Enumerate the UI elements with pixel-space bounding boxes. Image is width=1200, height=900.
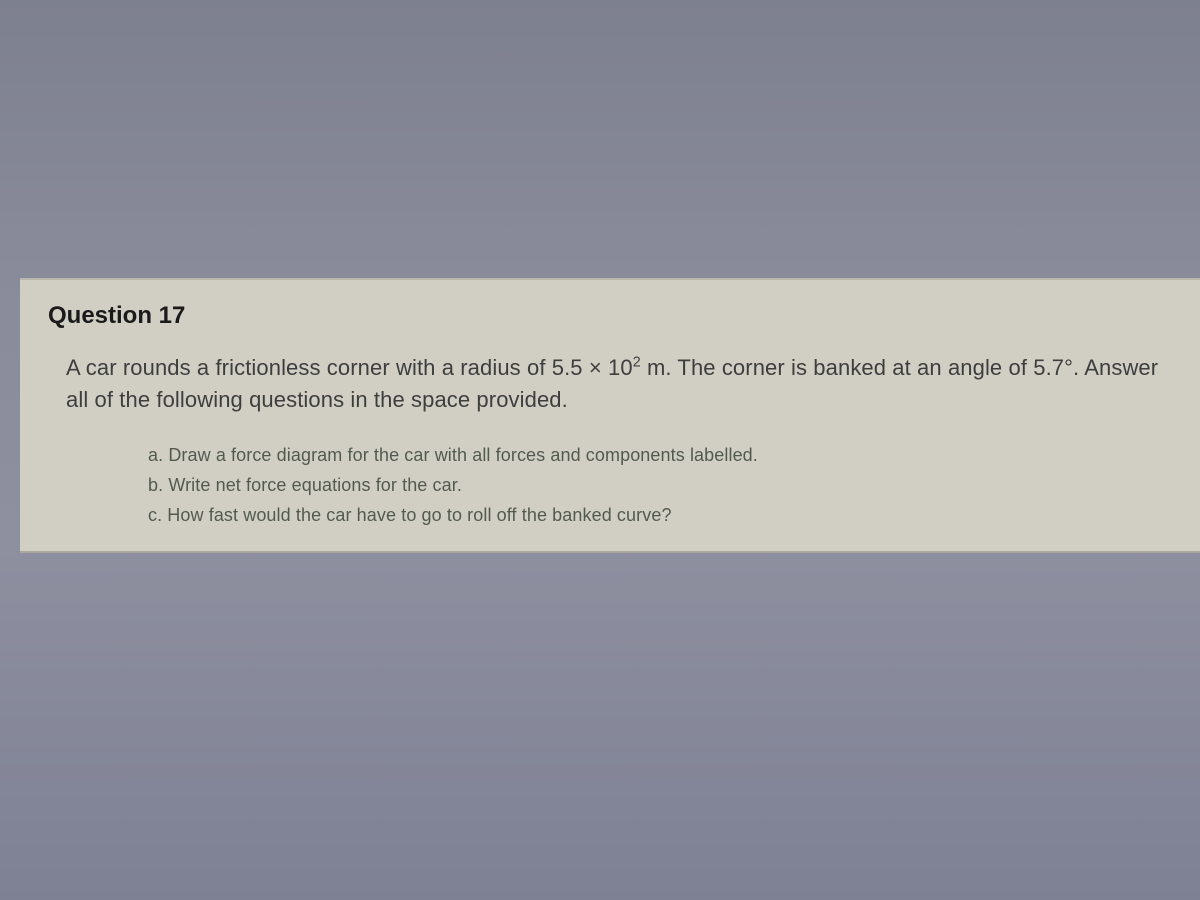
subparts-list: a. Draw a force diagram for the car with…: [148, 442, 1172, 530]
subpart-a: a. Draw a force diagram for the car with…: [148, 442, 1172, 470]
question-card: Question 17 A car rounds a frictionless …: [20, 278, 1200, 553]
question-prompt: A car rounds a frictionless corner with …: [66, 352, 1172, 416]
question-title: Question 17: [48, 302, 1172, 330]
subpart-b: b. Write net force equations for the car…: [148, 472, 1172, 500]
subpart-c: c. How fast would the car have to go to …: [148, 502, 1172, 530]
